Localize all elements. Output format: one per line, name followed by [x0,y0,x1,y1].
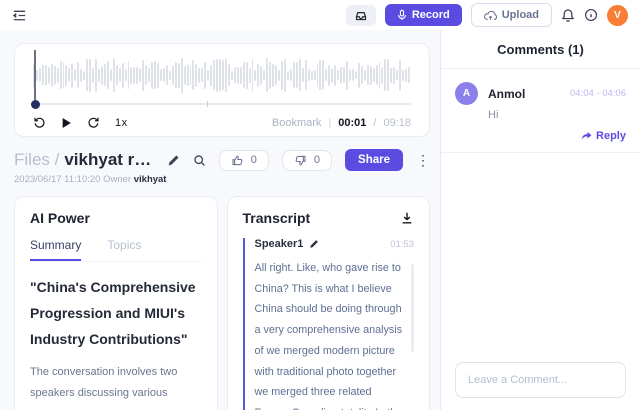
inbox-button[interactable] [345,4,376,26]
rewind-icon [34,117,45,128]
edit-title-button[interactable] [167,154,180,167]
time-separator: / [373,116,377,129]
like-count: 0 [250,154,257,166]
search-icon [194,154,205,166]
pencil-icon [168,154,179,165]
total-time: 09:18 [383,116,411,129]
forward-button[interactable] [87,116,100,129]
audio-waveform[interactable] [33,54,411,96]
menu-fold-icon [12,10,26,20]
dislike-count: 0 [313,154,321,166]
playback-speed-button[interactable]: 1x [115,116,128,129]
play-button[interactable] [61,117,72,129]
download-icon [402,212,412,224]
ai-power-title: AI Power [30,210,90,226]
collapse-sidebar-button[interactable] [12,8,27,23]
segment-timestamp: 01:53 [390,238,414,250]
transcript-title: Transcript [242,210,311,226]
reply-button[interactable]: Reply [455,130,626,142]
seek-handle[interactable] [31,99,40,109]
file-title: vikhyat rishi's meetin... [64,150,153,169]
upload-button[interactable]: Upload [470,3,552,27]
thumbs-up-icon [232,155,243,165]
comment-marker[interactable] [206,101,208,107]
comment-item: A Anmol 04:04 - 04:06 Hi Reply [441,69,640,153]
play-icon [62,117,71,128]
comment-time-range[interactable]: 04:04 - 04:06 [570,88,626,99]
owner-label: Owner [103,174,132,185]
like-button[interactable]: 0 [218,149,269,171]
edit-speaker-icon[interactable] [309,239,319,249]
main-panel: 1x Bookmark | 00:01 / 09:18 Files / vikh… [0,30,440,410]
help-button[interactable] [584,8,598,22]
audio-player: 1x Bookmark | 00:01 / 09:18 [14,43,430,137]
comments-panel: Comments (1) A Anmol 04:04 - 04:06 Hi Re… [440,30,640,410]
forward-icon [88,117,99,128]
transcript-segment[interactable]: Speaker1 01:53 All right. Like, who gave… [242,238,414,410]
breadcrumb[interactable]: Files / [14,150,60,169]
file-meta: 2023/06/17 11:10:20 Owner vikhyat [14,174,430,185]
dislike-button[interactable]: 0 [281,149,333,171]
seek-bar[interactable] [31,99,411,109]
thumbs-down-icon [295,155,306,165]
tab-topics[interactable]: Topics [107,238,142,252]
divider: | [328,116,332,129]
upload-button-label: Upload [501,9,539,21]
rewind-button[interactable] [33,116,46,129]
comment-input[interactable] [455,362,626,398]
cloud-upload-icon [483,10,497,20]
search-transcript-button[interactable] [193,154,206,167]
notifications-button[interactable] [561,8,575,23]
bell-icon [561,8,575,22]
top-header: Record Upload V [0,0,640,30]
commenter-avatar: A [455,82,478,105]
playhead-cursor [34,50,36,100]
comment-text: Hi [488,109,499,121]
user-avatar[interactable]: V [607,4,628,26]
owner-name: vikhyat [133,174,167,185]
summary-title: "China's Comprehensive Progression and M… [30,279,196,347]
download-transcript-button[interactable] [400,211,414,225]
transcript-card: Transcript Speaker1 [226,196,430,410]
summary-body: The conversation involves two speakers d… [30,365,178,410]
reply-icon [581,131,592,140]
comments-heading: Comments (1) [441,30,640,69]
reply-label: Reply [596,130,626,142]
commenter-name: Anmol [488,86,526,101]
record-button-label: Record [411,9,450,21]
inbox-tray-icon [355,11,366,20]
ai-power-card: AI Power Summary Topics "China's Compreh… [14,196,218,410]
transcript-scrollbar[interactable] [411,264,414,352]
share-button[interactable]: Share [345,149,403,171]
current-time: 00:01 [338,116,367,129]
bookmark-button[interactable]: Bookmark [271,116,322,129]
transcript-text: All right. Like, who gave rise to China?… [254,262,403,410]
tab-summary[interactable]: Summary [30,238,82,261]
info-icon [585,9,597,21]
file-date: 2023/06/17 11:10:20 [14,174,101,185]
speaker-name: Speaker1 [254,238,304,250]
microphone-icon [397,9,406,20]
record-button[interactable]: Record [384,4,462,26]
more-options-button[interactable]: ⋮ [416,152,430,168]
